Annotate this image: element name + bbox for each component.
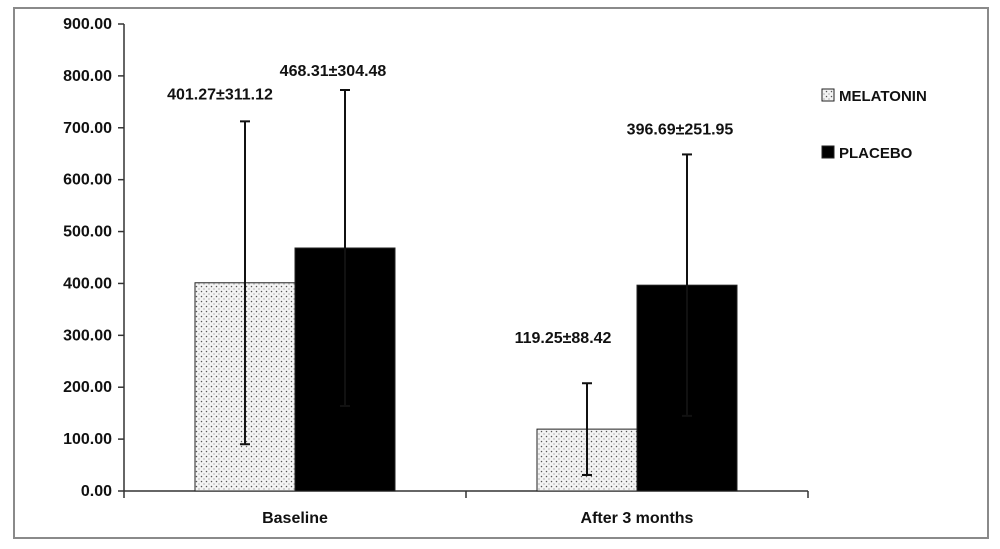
data-label: 401.27±311.12 bbox=[167, 86, 273, 103]
y-tick-label: 400.00 bbox=[63, 275, 112, 292]
data-label: 468.31±304.48 bbox=[280, 63, 387, 80]
y-tick-label: 200.00 bbox=[63, 379, 112, 396]
legend-swatch-melatonin bbox=[821, 88, 835, 102]
plot-area: 0.00 100.00 200.00 300.00 400.00 500.00 600.00… bbox=[63, 16, 809, 527]
category-label: After 3 months bbox=[581, 510, 694, 527]
y-tick-label: 100.00 bbox=[63, 431, 112, 448]
y-tick-label: 900.00 bbox=[63, 16, 112, 33]
legend-swatch-placebo bbox=[821, 145, 835, 159]
legend-label-placebo: PLACEBO bbox=[839, 145, 913, 162]
y-tick-label: 600.00 bbox=[63, 172, 112, 189]
category-label: Baseline bbox=[262, 510, 328, 527]
legend-label-melatonin: MELATONIN bbox=[839, 88, 927, 105]
data-label: 396.69±251.95 bbox=[627, 121, 734, 138]
legend: MELATONIN PLACEBO bbox=[821, 88, 927, 162]
y-tick-label: 500.00 bbox=[63, 224, 112, 241]
data-label: 119.25±88.42 bbox=[515, 330, 612, 347]
y-tick-label: 300.00 bbox=[63, 327, 112, 344]
y-tick-label: 0.00 bbox=[81, 483, 112, 500]
y-tick-label: 800.00 bbox=[63, 68, 112, 85]
y-tick-label: 700.00 bbox=[63, 120, 112, 137]
